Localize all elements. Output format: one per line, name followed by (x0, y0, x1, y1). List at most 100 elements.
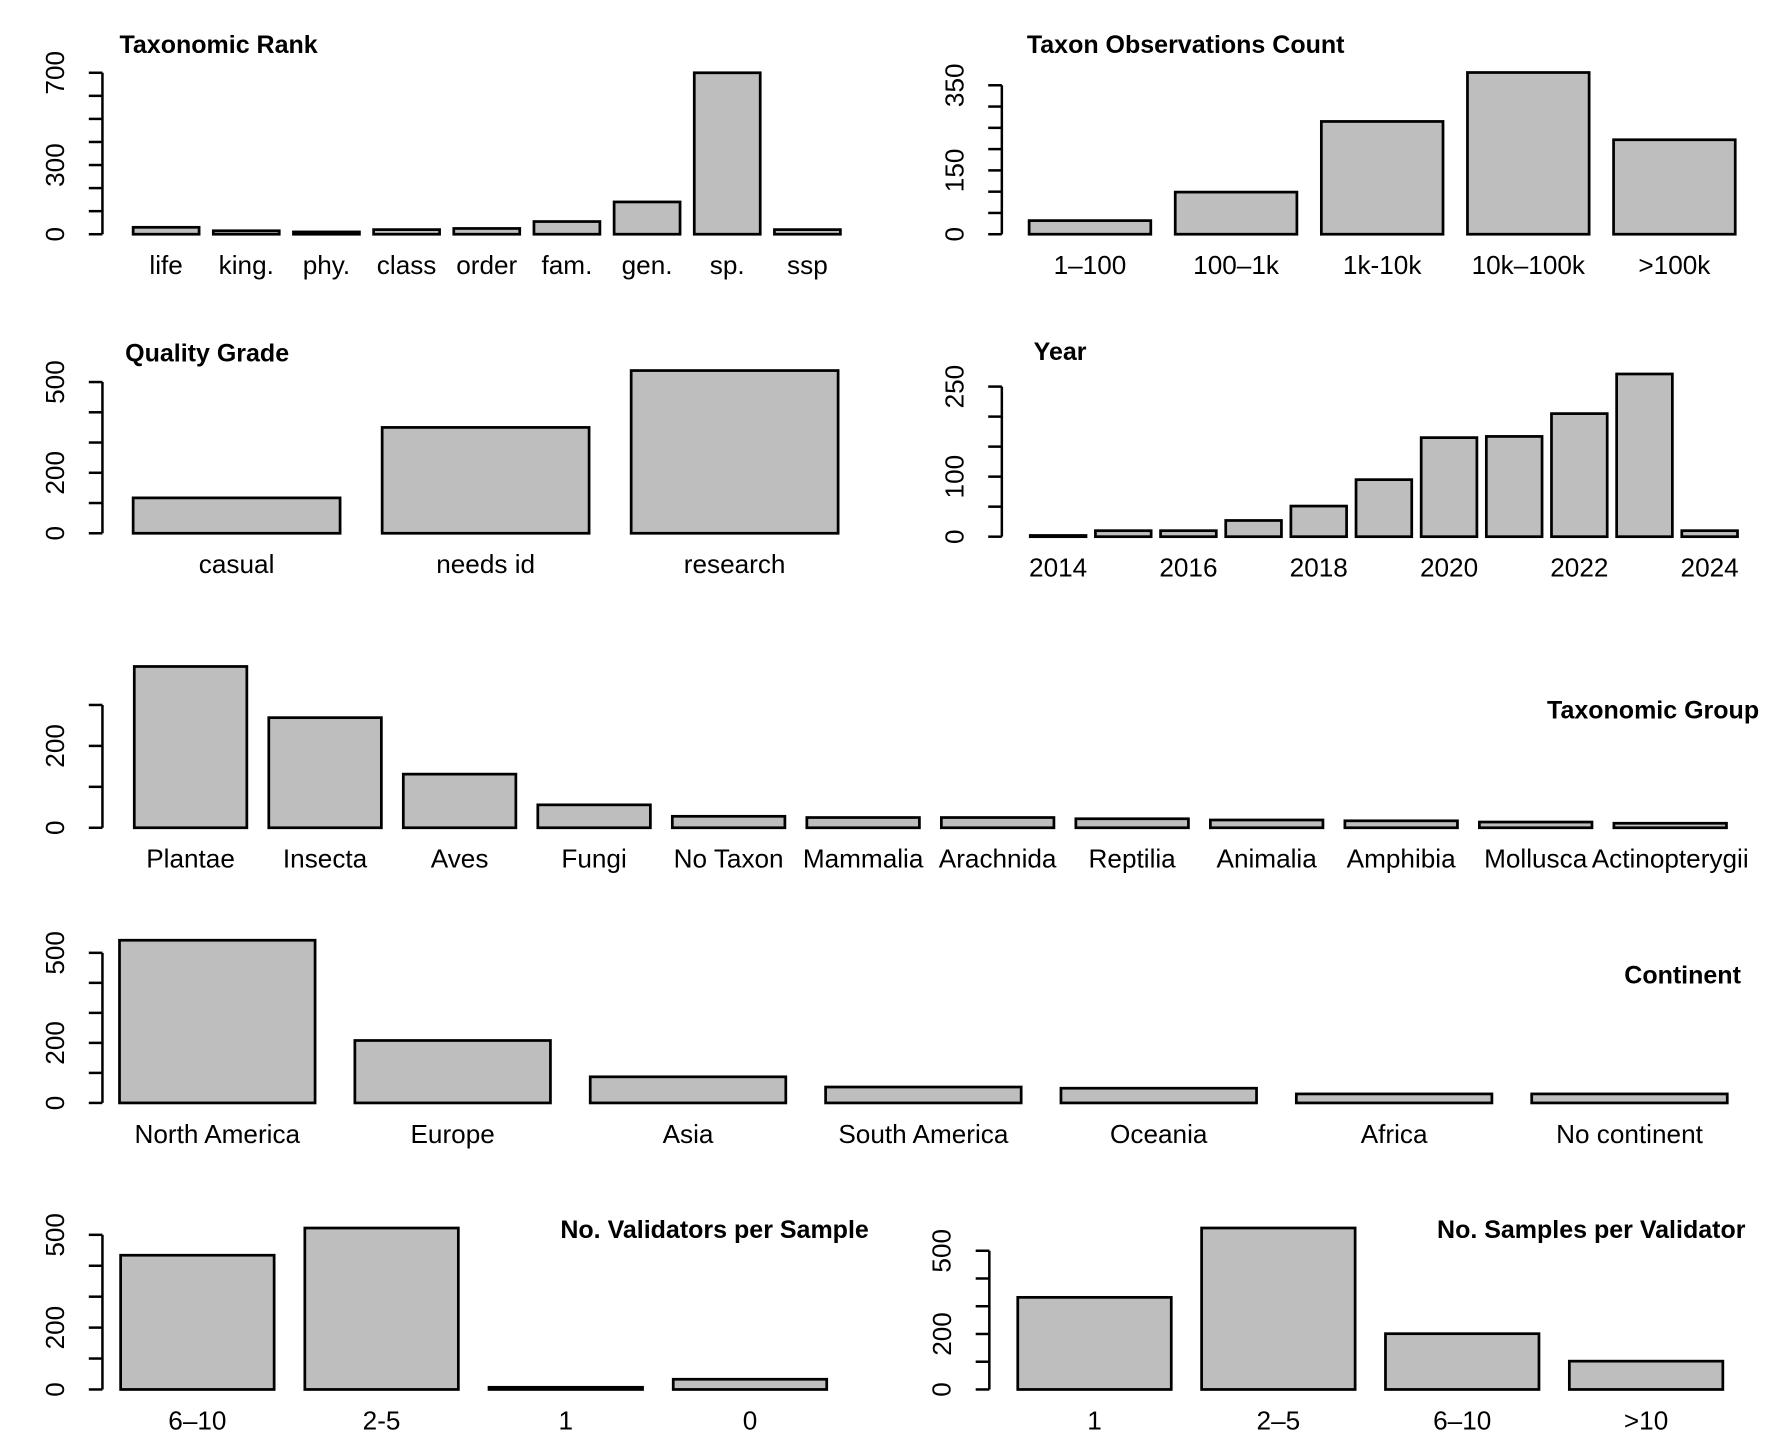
x-tick-label: 6–10 (168, 1405, 226, 1435)
x-tick-label: Insecta (283, 844, 368, 874)
chart-title: Quality Grade (125, 339, 289, 367)
x-tick-label: 1 (1087, 1405, 1102, 1435)
y-tick-label: 0 (40, 1096, 70, 1111)
bar (1530, 1092, 1729, 1105)
x-tick-label: Actinopterygii (1592, 844, 1749, 874)
bar (1612, 821, 1728, 830)
x-tick-label: fam. (542, 250, 593, 280)
bar (353, 1039, 552, 1105)
bar (536, 803, 652, 830)
chart-title: Continent (1624, 961, 1741, 989)
bar (211, 229, 281, 236)
bar (1027, 219, 1153, 236)
x-tick-label: Europe (411, 1119, 495, 1149)
bar (1289, 504, 1348, 539)
x-tick-label: 0 (743, 1405, 758, 1435)
x-tick-label: >10 (1624, 1405, 1668, 1435)
x-tick-label: 2022 (1550, 553, 1608, 583)
bar (1466, 71, 1591, 236)
bar (1484, 435, 1544, 539)
x-tick-label: North America (134, 1119, 300, 1149)
chart-title: Taxonomic Rank (119, 31, 317, 59)
x-tick-label: 2-5 (363, 1405, 401, 1435)
x-tick-label: 2020 (1420, 553, 1478, 583)
y-tick-label: 0 (40, 1382, 70, 1397)
bar (132, 665, 249, 830)
x-tick-label: Mammalia (803, 844, 924, 874)
bar (380, 426, 591, 535)
x-tick-label: Asia (663, 1119, 714, 1149)
bar (1209, 818, 1325, 830)
bar (824, 1085, 1023, 1105)
x-tick-label: Reptilia (1089, 844, 1177, 874)
bar (401, 772, 518, 830)
bar (372, 228, 441, 236)
y-tick-label: 300 (40, 143, 70, 187)
x-tick-label: Amphibia (1347, 844, 1456, 874)
bar (1059, 1086, 1258, 1105)
bar (670, 814, 787, 830)
x-tick-label: ssp (787, 250, 828, 280)
bar (1074, 817, 1190, 830)
y-tick-label: 350 (939, 63, 969, 107)
bar (671, 1377, 829, 1391)
bar (532, 220, 602, 236)
bar (1354, 478, 1414, 539)
bar (1550, 412, 1609, 539)
y-tick-label: 100 (939, 455, 969, 499)
x-tick-label: casual (199, 549, 275, 579)
bar (1384, 1332, 1541, 1391)
bar (1016, 1295, 1173, 1391)
bar (1680, 529, 1739, 539)
x-tick-label: No Taxon (674, 844, 784, 874)
bar (1028, 534, 1088, 539)
chart-title: Year (1034, 338, 1087, 366)
y-tick-label: 250 (939, 365, 969, 409)
x-tick-label: Plantae (146, 844, 235, 874)
x-tick-label: South America (838, 1119, 1008, 1149)
bar (1159, 529, 1218, 539)
y-tick-label: 0 (40, 526, 70, 541)
x-tick-label: 2014 (1029, 553, 1087, 583)
bar (292, 230, 361, 236)
bar (119, 1253, 276, 1391)
y-tick-label: 200 (927, 1312, 957, 1356)
bar (131, 496, 342, 535)
bar (1478, 820, 1594, 830)
y-tick-label: 700 (40, 51, 70, 95)
bar (1200, 1226, 1357, 1391)
y-tick-label: 500 (40, 931, 70, 975)
y-tick-label: 0 (927, 1382, 957, 1397)
bar (1294, 1092, 1494, 1105)
x-tick-label: 2018 (1290, 553, 1348, 583)
bar (303, 1226, 460, 1391)
x-tick-label: 1 (559, 1405, 574, 1435)
bar (1419, 436, 1479, 539)
x-tick-label: >100k (1638, 250, 1711, 280)
x-tick-label: 2016 (1159, 553, 1217, 583)
x-tick-label: 10k–100k (1472, 250, 1586, 280)
x-tick-label: gen. (622, 250, 673, 280)
x-tick-label: needs id (436, 549, 535, 579)
x-tick-label: 2024 (1681, 553, 1739, 583)
chart-title: No. Samples per Validator (1437, 1216, 1746, 1244)
x-tick-label: Fungi (561, 844, 626, 874)
chart-title: No. Validators per Sample (560, 1216, 869, 1244)
x-tick-label: Africa (1361, 1119, 1428, 1149)
y-tick-label: 200 (40, 451, 70, 495)
bar (773, 228, 842, 236)
y-tick-label: 500 (40, 1213, 70, 1257)
x-tick-label: 6–10 (1433, 1405, 1491, 1435)
bar (1615, 372, 1674, 539)
bar (629, 369, 840, 535)
chart-title: Taxonomic Group (1547, 696, 1759, 724)
y-tick-label: 150 (939, 149, 969, 193)
x-tick-label: Oceania (1110, 1119, 1208, 1149)
x-tick-label: life (149, 250, 182, 280)
bar (452, 227, 522, 236)
bar (612, 200, 682, 236)
x-tick-label: class (377, 250, 437, 280)
y-tick-label: 200 (40, 724, 70, 768)
bar (805, 816, 921, 830)
